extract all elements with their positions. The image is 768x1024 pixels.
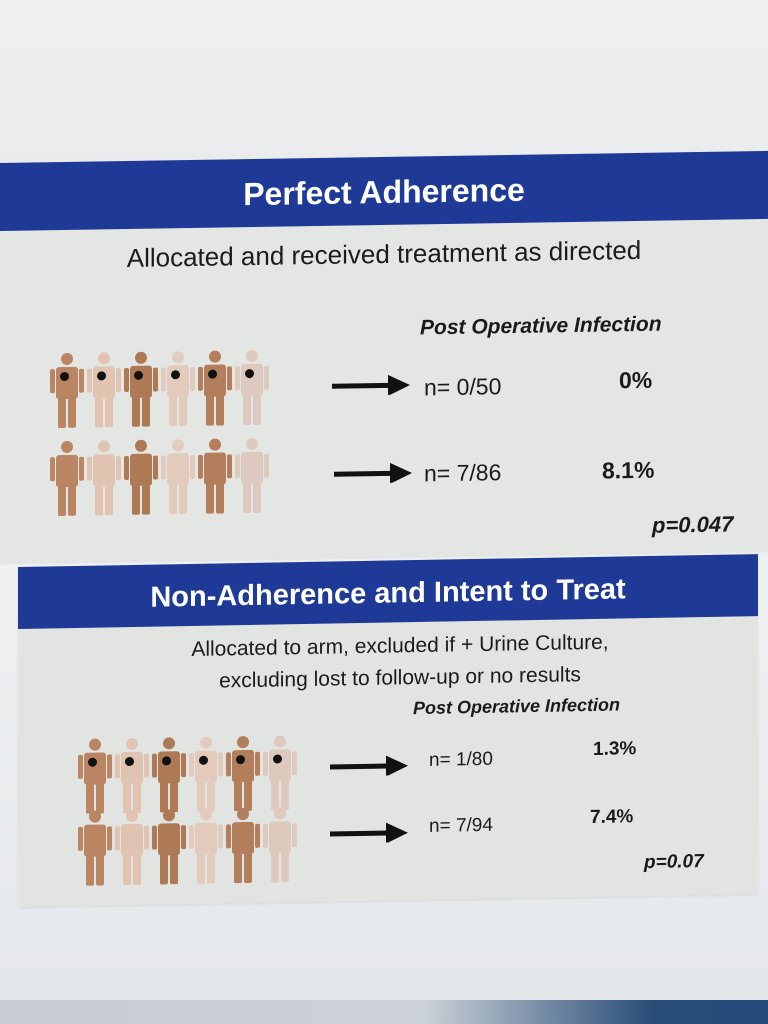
non-adherence-panel: Non-Adherence and Intent to Treat Alloca… <box>18 554 758 907</box>
person-icon <box>78 809 112 886</box>
perfect-adherence-panel: Perfect Adherence Allocated and received… <box>0 150 768 563</box>
person-icon <box>87 439 121 516</box>
percent-value: 0% <box>619 366 653 394</box>
people-row-1 <box>50 349 269 429</box>
person-icon <box>161 350 195 427</box>
person-icon <box>78 737 112 814</box>
people-row-1 <box>78 734 297 814</box>
count-value: n= 1/80 <box>429 748 493 771</box>
person-icon <box>198 349 232 426</box>
arrow-right-icon <box>332 374 412 396</box>
section-title: Perfect Adherence <box>0 150 768 231</box>
p-value: p=0.047 <box>652 511 734 538</box>
bottom-edge <box>0 1000 768 1024</box>
arrow-right-icon <box>330 822 410 844</box>
arrow-right-icon <box>330 755 410 777</box>
person-icon <box>87 351 121 428</box>
percent-value: 1.3% <box>593 738 637 760</box>
person-icon <box>50 440 84 517</box>
person-icon <box>263 806 297 883</box>
percent-value: 7.4% <box>590 806 634 829</box>
person-icon <box>226 735 260 812</box>
people-row-2 <box>50 437 269 517</box>
person-icon <box>124 439 158 516</box>
arrow-right-icon <box>334 462 414 484</box>
count-value: n= 7/86 <box>424 459 502 487</box>
person-icon <box>189 735 223 812</box>
wall-background <box>0 0 768 165</box>
column-header: Post Operative Infection <box>413 694 621 719</box>
person-icon <box>263 734 297 811</box>
person-icon <box>115 737 149 814</box>
count-value: n= 0/50 <box>424 373 502 401</box>
person-icon <box>115 809 149 886</box>
person-icon <box>161 438 195 515</box>
people-row-2 <box>78 806 297 886</box>
person-icon <box>152 808 186 885</box>
person-icon <box>226 807 260 884</box>
section-subtitle: Allocated to arm, excluded if + Urine Cu… <box>18 624 758 701</box>
p-value: p=0.07 <box>644 851 704 874</box>
person-icon <box>189 807 223 884</box>
person-icon <box>198 437 232 514</box>
person-icon <box>124 351 158 428</box>
person-icon <box>235 349 269 426</box>
section-title: Non-Adherence and Intent to Treat <box>18 554 758 629</box>
person-icon <box>235 437 269 514</box>
column-header: Post Operative Infection <box>420 312 662 340</box>
section-subtitle: Allocated and received treatment as dire… <box>126 234 642 274</box>
percent-value: 8.1% <box>602 456 655 484</box>
count-value: n= 7/94 <box>429 814 493 837</box>
person-icon <box>50 352 84 429</box>
person-icon <box>152 736 186 813</box>
